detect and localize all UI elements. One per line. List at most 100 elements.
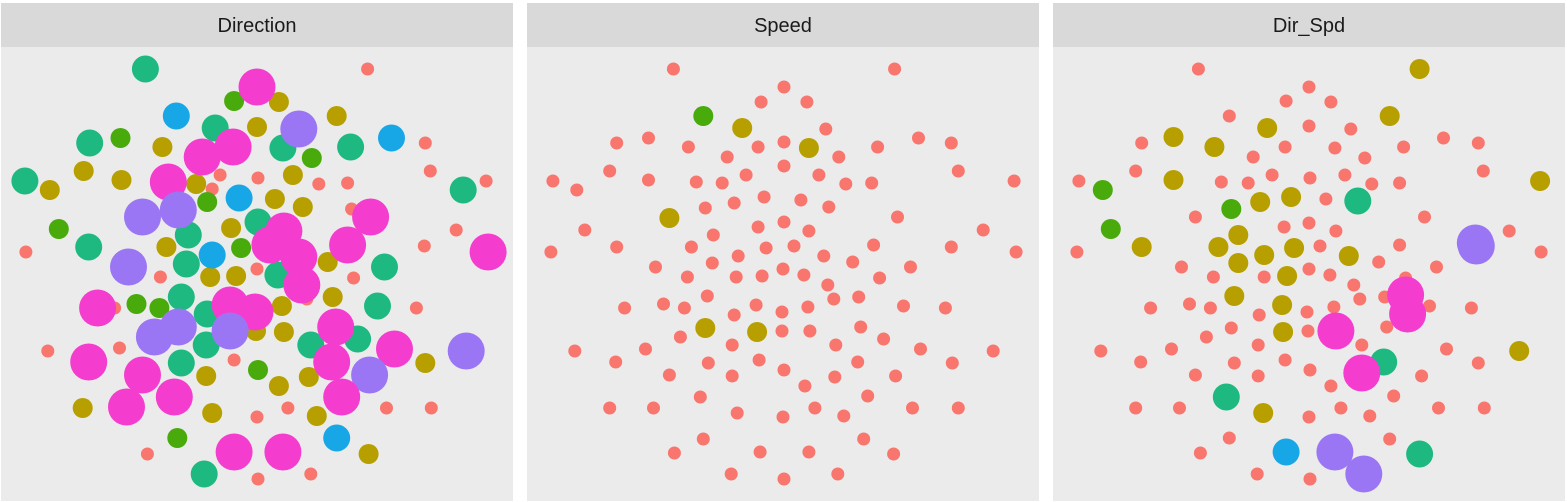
- data-point: [313, 343, 351, 381]
- data-point: [673, 330, 687, 344]
- data-point: [264, 433, 302, 471]
- data-point: [1409, 59, 1430, 79]
- data-point: [108, 388, 145, 426]
- data-point: [801, 300, 815, 314]
- data-point: [570, 183, 584, 197]
- data-point: [1477, 401, 1491, 415]
- data-point: [546, 174, 560, 188]
- data-point: [798, 138, 819, 158]
- data-point: [1334, 401, 1348, 415]
- data-point: [827, 292, 841, 306]
- data-point: [479, 174, 493, 188]
- data-point: [76, 129, 104, 157]
- data-point: [610, 136, 624, 150]
- data-point: [19, 245, 33, 259]
- data-point: [1224, 321, 1238, 335]
- data-point: [449, 223, 463, 237]
- data-point: [777, 80, 791, 94]
- data-point: [423, 164, 437, 178]
- data-point: [378, 124, 405, 152]
- data-point: [798, 379, 812, 393]
- data-point: [371, 253, 398, 281]
- data-point: [250, 410, 264, 424]
- data-point: [110, 248, 147, 286]
- data-point: [131, 55, 159, 83]
- data-point: [1163, 127, 1184, 147]
- data-point: [415, 353, 436, 373]
- data-point: [871, 140, 885, 154]
- data-point: [1471, 356, 1485, 370]
- data-point: [1456, 224, 1494, 262]
- data-point: [215, 433, 253, 471]
- data-point: [1222, 431, 1236, 445]
- data-point: [829, 338, 843, 352]
- data-point: [1273, 322, 1294, 342]
- data-point: [317, 252, 338, 272]
- data-point: [1380, 320, 1394, 334]
- data-point: [271, 296, 292, 316]
- data-point: [739, 168, 753, 182]
- data-point: [846, 255, 860, 269]
- data-point: [41, 344, 55, 358]
- data-point: [777, 472, 791, 486]
- data-point: [1100, 219, 1121, 239]
- data-point: [891, 210, 904, 224]
- data-point: [802, 224, 816, 238]
- data-point: [751, 140, 765, 154]
- data-point: [1222, 109, 1236, 123]
- data-point: [877, 332, 891, 346]
- data-point: [248, 360, 268, 380]
- data-point: [1387, 276, 1425, 314]
- data-point: [183, 138, 221, 176]
- data-point: [904, 260, 917, 274]
- data-point: [1302, 216, 1316, 230]
- data-point: [149, 163, 187, 201]
- data-point: [1345, 455, 1383, 493]
- data-point: [283, 266, 321, 304]
- data-point: [1228, 253, 1249, 273]
- data-point: [1144, 301, 1158, 315]
- data-point: [725, 369, 739, 383]
- data-point: [861, 389, 875, 403]
- data-point: [727, 308, 741, 322]
- data-point: [1277, 220, 1291, 234]
- data-point: [1393, 238, 1407, 252]
- data-point: [213, 168, 227, 182]
- data-point: [642, 131, 655, 145]
- panel-dir-spd: Dir_Spd: [1053, 3, 1565, 501]
- data-point: [1254, 245, 1275, 265]
- data-point: [951, 164, 965, 178]
- data-point: [867, 238, 881, 252]
- data-point: [1387, 389, 1401, 403]
- data-point: [1502, 224, 1516, 238]
- data-point: [39, 180, 60, 200]
- data-point: [1193, 446, 1207, 460]
- data-point: [110, 128, 131, 148]
- data-point: [1203, 301, 1217, 315]
- data-point: [251, 226, 289, 264]
- data-point: [689, 175, 703, 189]
- data-point: [681, 140, 695, 154]
- data-point: [301, 148, 322, 168]
- data-point: [1250, 192, 1271, 212]
- data-point: [1250, 467, 1264, 481]
- data-point: [776, 262, 790, 276]
- facet-strip-label: Dir_Spd: [1273, 15, 1345, 37]
- data-point: [186, 174, 207, 194]
- data-point: [1227, 356, 1241, 370]
- data-point: [1313, 239, 1327, 253]
- data-point: [854, 320, 868, 334]
- data-point: [198, 241, 226, 269]
- data-point: [938, 301, 952, 315]
- data-point: [755, 269, 769, 283]
- data-point: [757, 190, 771, 204]
- data-point: [603, 164, 617, 178]
- data-point: [1302, 262, 1316, 276]
- data-point: [777, 135, 791, 149]
- data-point: [777, 215, 791, 229]
- data-point: [159, 191, 197, 229]
- data-point: [1204, 137, 1225, 157]
- data-point: [1257, 270, 1271, 284]
- data-point: [693, 106, 714, 126]
- data-point: [153, 270, 167, 284]
